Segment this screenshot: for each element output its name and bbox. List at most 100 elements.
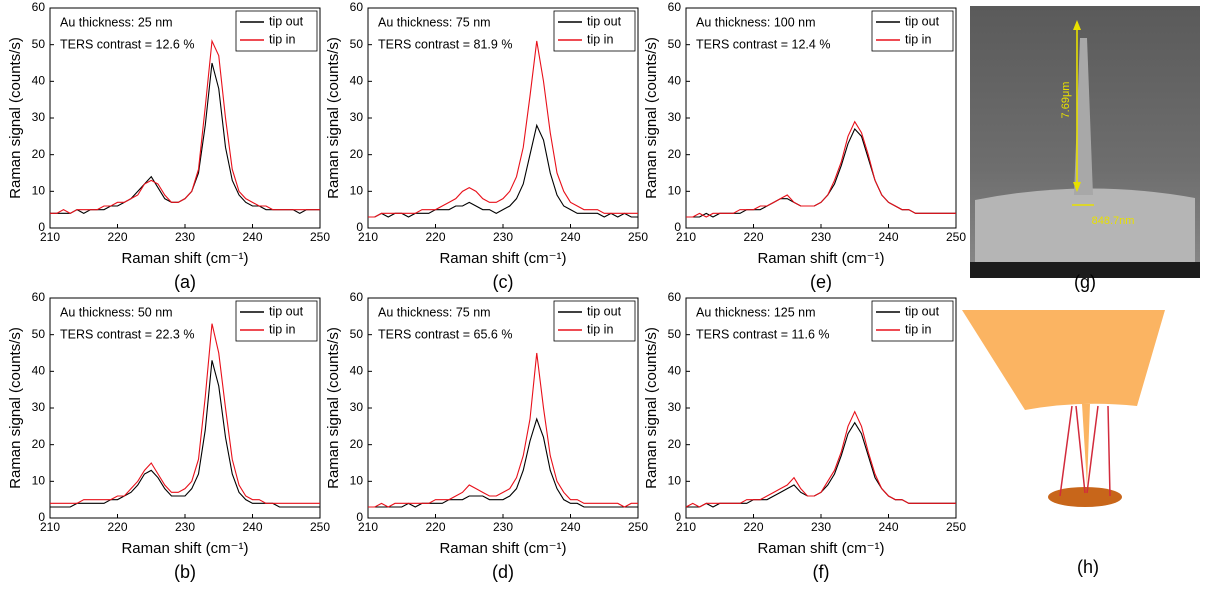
x-tick-label: 220 [743, 520, 763, 534]
annotation: TERS contrast = 12.6 % [60, 37, 194, 51]
annotation: Au thickness: 100 nm [696, 15, 816, 29]
y-tick-label: 10 [350, 474, 364, 488]
x-tick-label: 220 [743, 230, 763, 244]
x-tick-label: 240 [878, 230, 898, 244]
x-axis-title: Raman shift (cm⁻¹) [757, 540, 884, 557]
y-tick-label: 10 [668, 474, 682, 488]
x-tick-label: 220 [107, 520, 127, 534]
legend-label: tip out [587, 14, 622, 28]
y-axis-title: Raman signal (counts/s) [643, 327, 660, 489]
legend-box [235, 300, 318, 342]
y-tick-label: 20 [350, 437, 364, 451]
y-tick-label: 40 [32, 74, 46, 88]
series-line [50, 38, 320, 214]
height-label: 7.69μm [1060, 82, 1072, 119]
panel-label: (h) [1077, 557, 1099, 577]
y-tick-label: 40 [350, 74, 364, 88]
panel-label: (c) [493, 272, 514, 292]
x-tick-label: 210 [676, 520, 696, 534]
legend-label: tip in [905, 322, 931, 336]
y-tick-label: 10 [32, 184, 46, 198]
x-tick-label: 240 [242, 230, 262, 244]
y-tick-label: 40 [668, 364, 682, 378]
y-tick-label: 30 [350, 400, 364, 414]
annotation: TERS contrast = 81.9 % [378, 37, 512, 51]
annotation: Au thickness: 75 nm [378, 305, 491, 319]
legend-label: tip out [269, 14, 304, 28]
series-line [368, 417, 638, 508]
annotation: TERS contrast = 22.3 % [60, 327, 194, 341]
x-tick-label: 250 [310, 230, 330, 244]
legend-label: tip in [587, 32, 613, 46]
annotation: Au thickness: 75 nm [378, 15, 491, 29]
series-line [685, 410, 956, 508]
y-tick-label: 0 [356, 220, 363, 234]
y-tick-label: 60 [32, 0, 46, 14]
series-line [50, 323, 320, 504]
series-line [50, 62, 320, 214]
y-tick-label: 30 [32, 110, 46, 124]
x-tick-label: 240 [560, 520, 580, 534]
series-line [50, 360, 320, 508]
y-tick-label: 40 [32, 364, 46, 378]
y-tick-label: 60 [668, 290, 682, 304]
y-tick-label: 40 [350, 364, 364, 378]
y-tick-label: 60 [668, 0, 682, 14]
x-tick-label: 250 [946, 520, 966, 534]
annotation: TERS contrast = 65.6 % [378, 327, 512, 341]
panel-label: (d) [492, 562, 514, 582]
y-axis-title: Raman signal (counts/s) [7, 327, 24, 489]
x-tick-label: 230 [175, 230, 195, 244]
legend-label: tip in [269, 32, 295, 46]
series-line [368, 40, 638, 218]
panel-label: (f) [813, 562, 830, 582]
x-axis-title: Raman shift (cm⁻¹) [121, 540, 248, 557]
y-tick-label: 20 [350, 147, 364, 161]
legend-label: tip in [587, 322, 613, 336]
y-tick-label: 10 [32, 474, 46, 488]
series-line [368, 123, 638, 218]
chart-panel: 210 220 230 240 250 0 10 20 30 40 50 60 Raman shift … [7, 290, 330, 582]
x-tick-label: 210 [40, 520, 60, 534]
legend-box [235, 10, 318, 52]
x-tick-label: 250 [628, 230, 648, 244]
panel-label: (a) [174, 272, 196, 292]
series-line [686, 120, 956, 218]
legend-box [871, 10, 954, 52]
y-tick-label: 50 [350, 37, 364, 51]
x-axis-title: Raman shift (cm⁻¹) [121, 250, 248, 267]
y-tick-label: 30 [350, 110, 364, 124]
y-tick-label: 0 [674, 510, 681, 524]
tip-schematic [962, 310, 1165, 507]
y-tick-label: 0 [356, 510, 363, 524]
annotation: TERS contrast = 11.6 % [696, 327, 830, 341]
panel-label: (e) [810, 272, 832, 292]
chart-panel: 210 220 230 240 250 0 10 20 30 40 50 60 Raman shift … [643, 290, 966, 582]
y-tick-label: 40 [668, 74, 682, 88]
y-tick-label: 30 [32, 400, 46, 414]
legend-box [553, 300, 636, 342]
y-tick-label: 20 [32, 147, 46, 161]
x-tick-label: 230 [811, 230, 831, 244]
y-tick-label: 30 [668, 110, 682, 124]
x-axis-title: Raman shift (cm⁻¹) [439, 540, 566, 557]
legend-label: tip out [587, 304, 622, 318]
x-tick-label: 220 [425, 520, 445, 534]
x-tick-label: 250 [628, 520, 648, 534]
y-tick-label: 50 [668, 37, 682, 51]
panel-label: (b) [174, 562, 196, 582]
y-tick-label: 60 [350, 0, 364, 14]
y-tick-label: 30 [668, 400, 682, 414]
y-tick-label: 20 [668, 147, 682, 161]
x-tick-label: 230 [811, 520, 831, 534]
annotation: Au thickness: 125 nm [696, 305, 816, 319]
chart-panel: 210 220 230 240 250 0 10 20 30 40 50 60 Raman shift … [643, 0, 966, 292]
width-label: 848.7nm [1092, 215, 1135, 227]
sem-image: 7.69μm 848.7nm [970, 6, 1200, 278]
x-tick-label: 210 [358, 520, 378, 534]
x-axis-title: Raman shift (cm⁻¹) [757, 250, 884, 267]
x-tick-label: 240 [560, 230, 580, 244]
y-axis-title: Raman signal (counts/s) [325, 37, 342, 199]
panel-label: (g) [1074, 272, 1096, 292]
y-axis-title: Raman signal (counts/s) [643, 37, 660, 199]
